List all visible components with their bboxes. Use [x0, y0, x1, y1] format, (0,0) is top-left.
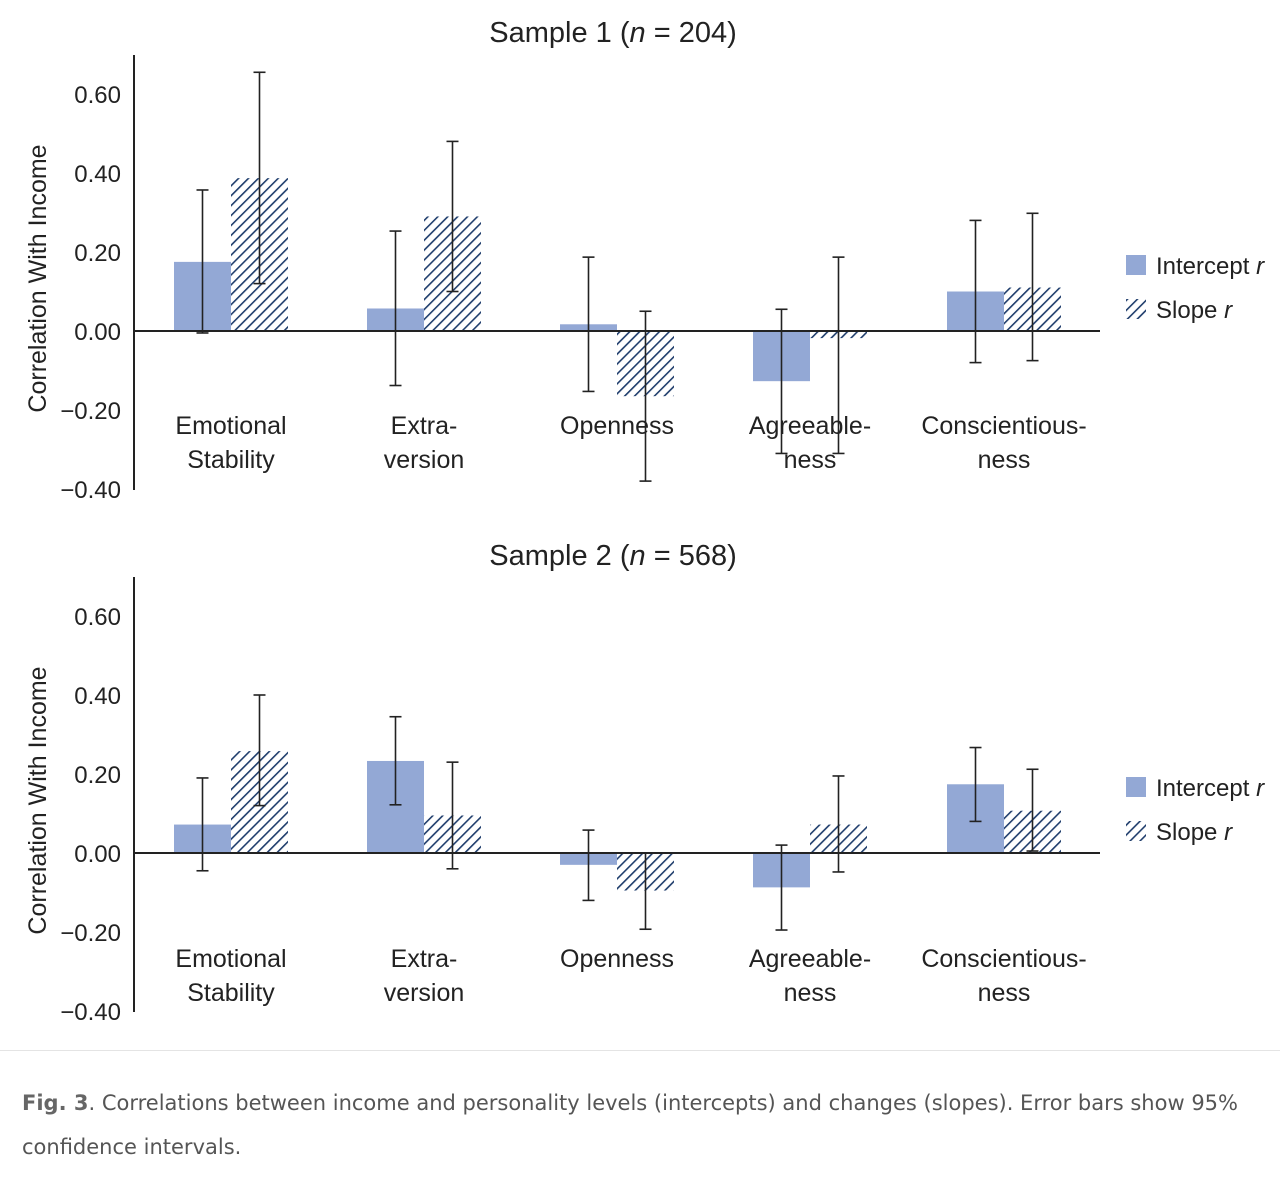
category-label-line: Agreeable- [749, 945, 871, 973]
legend-label-text: Intercept [1156, 775, 1256, 802]
caption-text: . Correlations between income and person… [22, 1091, 1238, 1159]
category-label-line: Emotional [175, 412, 286, 440]
y-tick-label: −0.40 [60, 999, 121, 1026]
y-tick-label: 0.20 [74, 762, 121, 789]
y-tick-label: 0.40 [74, 683, 121, 710]
y-tick-label: −0.40 [60, 477, 121, 504]
category-label-line: ness [784, 979, 837, 1007]
figure-svg: Sample 1 (n = 204)Correlation With Incom… [24, 17, 1265, 1026]
error-bar [389, 715, 402, 806]
category-label: Conscientious-ness [921, 945, 1086, 1007]
legend-swatch-intercept [1126, 777, 1146, 797]
category-label-line: ness [978, 446, 1031, 474]
legend-label-var: r [1224, 297, 1233, 324]
chart-title-prefix: Sample 1 ( [489, 17, 630, 49]
category-label: Agreeable-ness [749, 945, 871, 1007]
legend-label-text: Intercept [1156, 253, 1256, 280]
error-bar [446, 140, 459, 293]
error-bar [639, 852, 652, 931]
category-label: Extra-version [384, 412, 465, 474]
error-bar [639, 310, 652, 482]
category-label-line: Openness [560, 945, 674, 973]
legend-label: Intercept r [1156, 775, 1265, 802]
y-tick-label: 0.00 [74, 319, 121, 346]
figure-caption: Fig. 3. Correlations between income and … [22, 1081, 1252, 1169]
legend-label: Slope r [1156, 819, 1233, 846]
category-label-line: version [384, 979, 465, 1007]
y-axis-title: Correlation With Income [24, 666, 52, 934]
error-bar [582, 256, 595, 393]
category-label: Emotional Stability [175, 945, 286, 1007]
y-tick-label: 0.40 [74, 161, 121, 188]
error-bar [775, 308, 788, 455]
chart-title-suffix: = 568) [646, 540, 737, 572]
category-label-line: Agreeable- [749, 412, 871, 440]
chart-title-suffix: = 204) [646, 17, 737, 49]
legend-item: Slope r [1126, 297, 1233, 324]
chart-title: Sample 2 (n = 568) [489, 540, 736, 572]
chart-title-prefix: Sample 2 ( [489, 540, 630, 572]
legend-label-var: r [1224, 819, 1233, 846]
category-label: Openness [560, 945, 674, 973]
error-bar [775, 844, 788, 931]
error-bar [969, 219, 982, 364]
error-bar [196, 189, 209, 334]
category-label-line: Extra- [391, 412, 458, 440]
category-label: Conscientious-ness [921, 412, 1086, 474]
category-label-line: version [384, 446, 465, 474]
legend-swatch-slope [1126, 299, 1146, 319]
error-bar [1026, 212, 1039, 362]
error-bar [969, 746, 982, 823]
legend-label-var: r [1256, 775, 1265, 802]
category-label-line: ness [978, 979, 1031, 1007]
chart-title-n: n [630, 540, 646, 572]
y-tick-label: −0.20 [60, 920, 121, 947]
caption-label: Fig. 3 [22, 1091, 89, 1115]
category-label-line: Stability [187, 979, 275, 1007]
category-label-line: Stability [187, 446, 275, 474]
error-bar [196, 777, 209, 872]
legend-label-text: Slope [1156, 297, 1224, 324]
y-tick-label: 0.00 [74, 841, 121, 868]
error-bar [582, 829, 595, 902]
category-label: Openness [560, 412, 674, 440]
error-bar [832, 256, 845, 455]
category-label-line: Conscientious- [921, 945, 1086, 973]
chart-title: Sample 1 (n = 204) [489, 17, 736, 49]
y-tick-label: 0.60 [74, 82, 121, 109]
error-bar [446, 761, 459, 870]
legend-label: Intercept r [1156, 253, 1265, 280]
category-label: Emotional Stability [175, 412, 286, 474]
error-bar [1026, 768, 1039, 852]
legend-item: Slope r [1126, 819, 1233, 846]
chart-title-n: n [630, 17, 646, 49]
legend-item: Intercept r [1126, 775, 1265, 802]
category-label: Agreeable-ness [749, 412, 871, 474]
caption-area: Fig. 3. Correlations between income and … [0, 1050, 1280, 1178]
error-bar [389, 230, 402, 387]
legend-label-var: r [1256, 253, 1265, 280]
chart-panel-1: Sample 1 (n = 204) Correlation With Incom… [24, 17, 1265, 504]
legend-label: Slope r [1156, 297, 1233, 324]
category-label-line: Openness [560, 412, 674, 440]
error-bar [253, 71, 266, 285]
category-label: Extra-version [384, 945, 465, 1007]
y-tick-label: 0.60 [74, 604, 121, 631]
category-label-line: ness [784, 446, 837, 474]
y-tick-label: −0.20 [60, 398, 121, 425]
error-bar [253, 694, 266, 807]
category-label-line: Extra- [391, 945, 458, 973]
legend-label-text: Slope [1156, 819, 1224, 846]
legend-swatch-slope [1126, 821, 1146, 841]
chart-panel-2: Sample 2 (n = 568) Correlation With Incom… [24, 540, 1265, 1026]
legend-swatch-intercept [1126, 255, 1146, 275]
error-bar [832, 775, 845, 873]
y-tick-label: 0.20 [74, 240, 121, 267]
legend-item: Intercept r [1126, 253, 1265, 280]
category-label-line: Conscientious- [921, 412, 1086, 440]
y-axis-title: Correlation With Income [24, 144, 52, 412]
category-label-line: Emotional [175, 945, 286, 973]
